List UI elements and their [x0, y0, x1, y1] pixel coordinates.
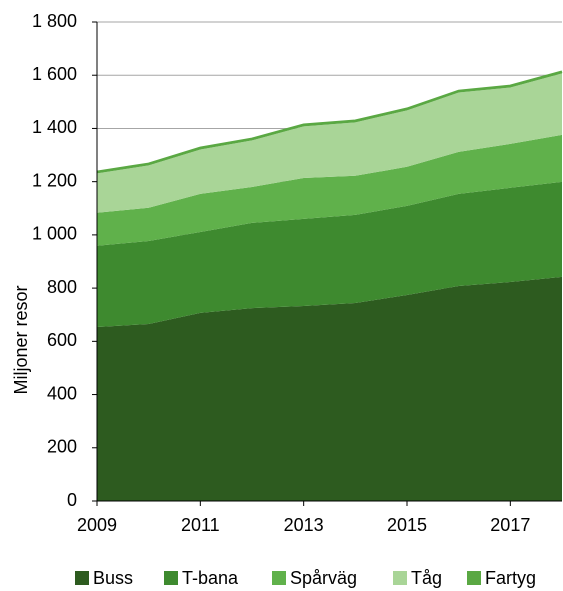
y-tick-label: 400 [47, 383, 77, 403]
legend-swatch [164, 571, 178, 585]
x-tick-label: 2015 [387, 515, 427, 535]
legend-swatch [75, 571, 89, 585]
x-tick-label: 2013 [284, 515, 324, 535]
area-top-line [96, 70, 563, 174]
y-tick-label: 0 [67, 490, 77, 510]
y-axis-label: Miljoner resor [11, 285, 31, 394]
y-tick-label: 800 [47, 277, 77, 297]
x-tick-label: 2011 [181, 515, 220, 535]
y-tick-label: 1 800 [32, 11, 77, 31]
legend-swatch [467, 571, 481, 585]
legend-label: Fartyg [485, 568, 536, 588]
legend-label: T-bana [182, 568, 239, 588]
legend-swatch [393, 571, 407, 585]
legend-label: Tåg [411, 568, 442, 588]
legend-swatch [272, 571, 286, 585]
legend-label: Buss [93, 568, 133, 588]
legend-label: Spårväg [290, 568, 357, 588]
area [97, 181, 562, 327]
x-tick-label: 2017 [490, 515, 530, 535]
x-tick-label: 2009 [77, 515, 117, 535]
y-tick-label: 1 000 [32, 224, 77, 244]
y-tick-label: 1 600 [32, 64, 77, 84]
y-tick-label: 1 200 [32, 170, 77, 190]
y-tick-label: 1 400 [32, 117, 77, 137]
area [97, 134, 562, 246]
area [97, 73, 562, 213]
y-tick-label: 200 [47, 437, 77, 457]
y-tick-label: 600 [47, 330, 77, 350]
area [97, 276, 562, 501]
